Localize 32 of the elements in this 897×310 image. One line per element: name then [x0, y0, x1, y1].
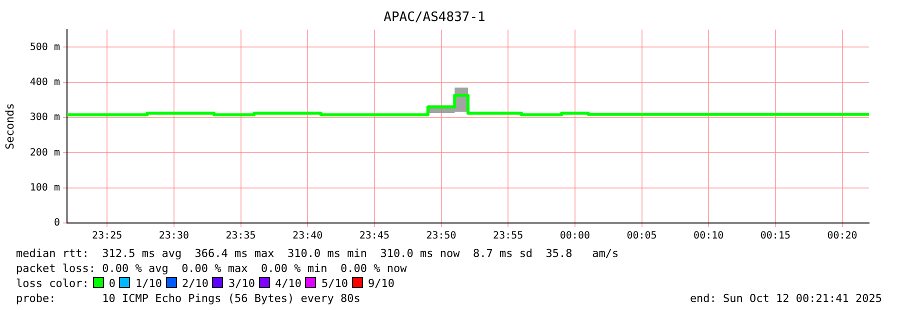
- y-tick-label: 300 m: [30, 112, 60, 124]
- x-tick-label: 00:00: [560, 230, 590, 242]
- text: 2/10: [182, 277, 208, 290]
- text: 5/10: [321, 277, 348, 290]
- text: 9/10: [368, 277, 394, 290]
- text: packet loss: 0.00 % avg 0.00 % max 0.00 % min 0.00 % now: [16, 262, 407, 275]
- text: median rtt: 312.5 ms avg 366.4 ms max 310.0 ms min 310.0 ms now 8.7 ms sd 35.8 am/s: [16, 247, 619, 260]
- x-tick-label: 23:55: [493, 230, 524, 242]
- y-axis-title: Seconds: [3, 103, 16, 150]
- x-tick-label: 00:20: [827, 230, 858, 242]
- text: 0: [108, 277, 116, 290]
- x-tick-label: 23:25: [92, 230, 122, 242]
- text: 4/10: [274, 277, 302, 290]
- text: 1/10: [135, 277, 162, 290]
- text: loss color:: [16, 277, 89, 290]
- x-tick-label: 23:35: [226, 230, 256, 242]
- y-tick-label: 100 m: [30, 182, 60, 194]
- text: 3/10: [228, 277, 255, 290]
- x-tick-label: 23:30: [158, 230, 189, 242]
- y-tick-label: 0: [54, 218, 60, 229]
- x-tick-label: 00:15: [760, 230, 790, 242]
- x-tick-label: 00:05: [626, 230, 657, 242]
- x-tick-label: 23:40: [292, 230, 323, 242]
- x-tick-label: 23:50: [426, 230, 456, 242]
- text: probe: 10 ICMP Echo Pings (56 Bytes) every 80s: [16, 292, 360, 305]
- y-tick-label: 400 m: [30, 76, 60, 88]
- y-tick-label: 500 m: [30, 42, 60, 53]
- text: end: Sun Oct 12 00:21:41 2025: [690, 291, 882, 306]
- chart-title: APAC/AS4837-1: [384, 10, 486, 26]
- y-tick-label: 200 m: [30, 147, 60, 158]
- x-tick-label: 00:10: [694, 230, 724, 242]
- x-tick-label: 23:45: [359, 230, 390, 242]
